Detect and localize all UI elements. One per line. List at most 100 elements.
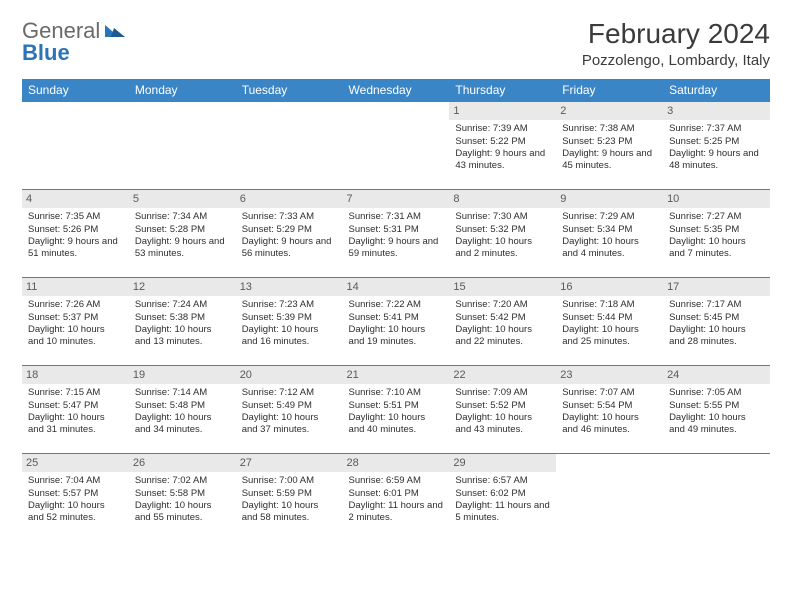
calendar-week-row: 4Sunrise: 7:35 AMSunset: 5:26 PMDaylight… bbox=[22, 190, 770, 278]
calendar-day-cell: 22 Sunrise: 7:09 AMSunset: 5:52 PMDayligh… bbox=[449, 366, 556, 454]
daylight-text: Daylight: 11 hours and 5 minutes. bbox=[455, 500, 550, 525]
day-number: 4 bbox=[22, 190, 129, 208]
day-info: Sunrise: 7:12 AMSunset: 5:49 PMDaylight:… bbox=[242, 387, 337, 436]
daylight-text: Daylight: 9 hours and 56 minutes. bbox=[242, 236, 337, 261]
day-info: Sunrise: 7:10 AMSunset: 5:51 PMDaylight:… bbox=[349, 387, 444, 436]
sunrise-text: Sunrise: 7:00 AM bbox=[242, 475, 337, 487]
day-info: Sunrise: 7:24 AMSunset: 5:38 PMDaylight:… bbox=[135, 299, 230, 348]
calendar-day-cell: 21Sunrise: 7:10 AMSunset: 5:51 PMDayligh… bbox=[343, 366, 450, 454]
sunset-text: Sunset: 5:39 PM bbox=[242, 312, 337, 324]
daylight-text: Daylight: 10 hours and 4 minutes. bbox=[562, 236, 657, 261]
sunrise-text: Sunrise: 7:24 AM bbox=[135, 299, 230, 311]
day-number: 14 bbox=[343, 278, 450, 296]
day-info: Sunrise: 7:18 AMSunset: 5:44 PMDaylight:… bbox=[562, 299, 657, 348]
sunset-text: Sunset: 5:38 PM bbox=[135, 312, 230, 324]
day-info: Sunrise: 7:09 AMSunset: 5:52 PMDaylight:… bbox=[455, 387, 550, 436]
sunset-text: Sunset: 5:37 PM bbox=[28, 312, 123, 324]
sunset-text: Sunset: 5:45 PM bbox=[669, 312, 764, 324]
daylight-text: Daylight: 10 hours and 40 minutes. bbox=[349, 412, 444, 437]
sunset-text: Sunset: 5:31 PM bbox=[349, 224, 444, 236]
calendar-table: Sunday Monday Tuesday Wednesday Thursday… bbox=[22, 79, 770, 542]
day-number: 17 bbox=[663, 278, 770, 296]
calendar-day-cell bbox=[129, 102, 236, 190]
daylight-text: Daylight: 9 hours and 48 minutes. bbox=[669, 148, 764, 173]
sunset-text: Sunset: 5:48 PM bbox=[135, 400, 230, 412]
calendar-day-cell: 23Sunrise: 7:07 AMSunset: 5:54 PMDayligh… bbox=[556, 366, 663, 454]
daylight-text: Daylight: 10 hours and 43 minutes. bbox=[455, 412, 550, 437]
day-info: Sunrise: 7:17 AMSunset: 5:45 PMDaylight:… bbox=[669, 299, 764, 348]
sunrise-text: Sunrise: 7:26 AM bbox=[28, 299, 123, 311]
day-number: 1 bbox=[449, 102, 556, 120]
calendar-week-row: 25Sunrise: 7:04 AMSunset: 5:57 PMDayligh… bbox=[22, 454, 770, 542]
day-number: 11 bbox=[22, 278, 129, 296]
day-info: Sunrise: 7:33 AMSunset: 5:29 PMDaylight:… bbox=[242, 211, 337, 260]
weekday-header: Thursday bbox=[449, 79, 556, 102]
daylight-text: Daylight: 10 hours and 13 minutes. bbox=[135, 324, 230, 349]
day-info: Sunrise: 7:35 AMSunset: 5:26 PMDaylight:… bbox=[28, 211, 123, 260]
daylight-text: Daylight: 10 hours and 28 minutes. bbox=[669, 324, 764, 349]
sunset-text: Sunset: 5:57 PM bbox=[28, 488, 123, 500]
day-number: 26 bbox=[129, 454, 236, 472]
sunset-text: Sunset: 5:58 PM bbox=[135, 488, 230, 500]
calendar-week-row: 1Sunrise: 7:39 AMSunset: 5:22 PMDaylight… bbox=[22, 102, 770, 190]
calendar-day-cell bbox=[343, 102, 450, 190]
day-info: Sunrise: 7:14 AMSunset: 5:48 PMDaylight:… bbox=[135, 387, 230, 436]
day-info: Sunrise: 7:23 AMSunset: 5:39 PMDaylight:… bbox=[242, 299, 337, 348]
sunset-text: Sunset: 5:26 PM bbox=[28, 224, 123, 236]
calendar-day-cell: 2Sunrise: 7:38 AMSunset: 5:23 PMDaylight… bbox=[556, 102, 663, 190]
sunrise-text: Sunrise: 7:29 AM bbox=[562, 211, 657, 223]
sunset-text: Sunset: 5:42 PM bbox=[455, 312, 550, 324]
sunset-text: Sunset: 5:55 PM bbox=[669, 400, 764, 412]
sunrise-text: Sunrise: 7:34 AM bbox=[135, 211, 230, 223]
day-number: 7 bbox=[343, 190, 450, 208]
sunrise-text: Sunrise: 7:31 AM bbox=[349, 211, 444, 223]
calendar-day-cell: 27Sunrise: 7:00 AMSunset: 5:59 PMDayligh… bbox=[236, 454, 343, 542]
calendar-day-cell: 20Sunrise: 7:12 AMSunset: 5:49 PMDayligh… bbox=[236, 366, 343, 454]
daylight-text: Daylight: 10 hours and 2 minutes. bbox=[455, 236, 550, 261]
daylight-text: Daylight: 10 hours and 49 minutes. bbox=[669, 412, 764, 437]
weekday-header-row: Sunday Monday Tuesday Wednesday Thursday… bbox=[22, 79, 770, 102]
calendar-day-cell bbox=[22, 102, 129, 190]
sunrise-text: Sunrise: 7:38 AM bbox=[562, 123, 657, 135]
daylight-text: Daylight: 10 hours and 31 minutes. bbox=[28, 412, 123, 437]
day-number: 18 bbox=[22, 366, 129, 384]
sunrise-text: Sunrise: 7:22 AM bbox=[349, 299, 444, 311]
calendar-day-cell: 12Sunrise: 7:24 AMSunset: 5:38 PMDayligh… bbox=[129, 278, 236, 366]
calendar-day-cell: 13Sunrise: 7:23 AMSunset: 5:39 PMDayligh… bbox=[236, 278, 343, 366]
sunset-text: Sunset: 5:28 PM bbox=[135, 224, 230, 236]
day-number: 28 bbox=[343, 454, 450, 472]
title-block: February 2024 Pozzolengo, Lombardy, Ital… bbox=[582, 18, 770, 69]
sunrise-text: Sunrise: 7:35 AM bbox=[28, 211, 123, 223]
sunrise-text: Sunrise: 7:14 AM bbox=[135, 387, 230, 399]
day-info: Sunrise: 7:31 AMSunset: 5:31 PMDaylight:… bbox=[349, 211, 444, 260]
sunrise-text: Sunrise: 7:07 AM bbox=[562, 387, 657, 399]
sunrise-text: Sunrise: 7:17 AM bbox=[669, 299, 764, 311]
day-number: 16 bbox=[556, 278, 663, 296]
day-info: Sunrise: 6:57 AMSunset: 6:02 PMDaylight:… bbox=[455, 475, 550, 524]
sunrise-text: Sunrise: 7:23 AM bbox=[242, 299, 337, 311]
calendar-day-cell: 29Sunrise: 6:57 AMSunset: 6:02 PMDayligh… bbox=[449, 454, 556, 542]
sunset-text: Sunset: 5:59 PM bbox=[242, 488, 337, 500]
brand-triangle-icon bbox=[105, 21, 125, 42]
calendar-day-cell: 26Sunrise: 7:02 AMSunset: 5:58 PMDayligh… bbox=[129, 454, 236, 542]
day-info: Sunrise: 7:30 AMSunset: 5:32 PMDaylight:… bbox=[455, 211, 550, 260]
sunset-text: Sunset: 5:23 PM bbox=[562, 136, 657, 148]
page-header: General February 2024 Pozzolengo, Lombar… bbox=[22, 18, 770, 69]
calendar-day-cell: 24Sunrise: 7:05 AMSunset: 5:55 PMDayligh… bbox=[663, 366, 770, 454]
brand-part2: Blue bbox=[22, 40, 70, 65]
sunset-text: Sunset: 5:32 PM bbox=[455, 224, 550, 236]
sunrise-text: Sunrise: 7:37 AM bbox=[669, 123, 764, 135]
day-info: Sunrise: 7:15 AMSunset: 5:47 PMDaylight:… bbox=[28, 387, 123, 436]
sunset-text: Sunset: 5:25 PM bbox=[669, 136, 764, 148]
day-number: 6 bbox=[236, 190, 343, 208]
sunrise-text: Sunrise: 7:20 AM bbox=[455, 299, 550, 311]
day-number: 15 bbox=[449, 278, 556, 296]
day-number: 22 bbox=[449, 366, 556, 384]
calendar-day-cell: 8Sunrise: 7:30 AMSunset: 5:32 PMDaylight… bbox=[449, 190, 556, 278]
sunset-text: Sunset: 5:47 PM bbox=[28, 400, 123, 412]
sunrise-text: Sunrise: 7:10 AM bbox=[349, 387, 444, 399]
sunset-text: Sunset: 5:52 PM bbox=[455, 400, 550, 412]
calendar-day-cell bbox=[663, 454, 770, 542]
day-number: 5 bbox=[129, 190, 236, 208]
day-number: 9 bbox=[556, 190, 663, 208]
